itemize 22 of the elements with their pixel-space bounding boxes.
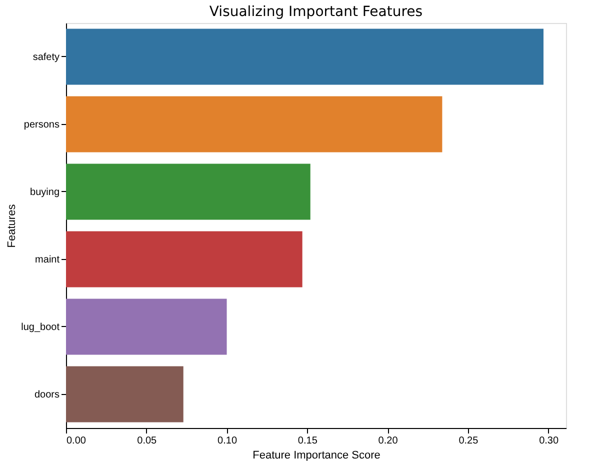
- bar: [66, 231, 302, 288]
- y-tick-label: persons: [24, 119, 60, 130]
- y-tick-label: doors: [34, 389, 60, 400]
- bar: [66, 96, 442, 152]
- y-axis-title: Features: [6, 204, 18, 248]
- x-tick-label: 0.20: [378, 436, 398, 446]
- y-tick-label: maint: [35, 254, 60, 266]
- x-axis-title: Feature Importance Score: [252, 450, 380, 461]
- bar: [66, 28, 544, 85]
- bar: [66, 298, 227, 355]
- chart-title: Visualizing Important Features: [209, 4, 423, 20]
- bar: [66, 366, 184, 422]
- bar: [66, 164, 310, 220]
- x-tick-label: 0.00: [66, 436, 86, 446]
- y-tick-label: safety: [32, 52, 60, 63]
- x-tick-label: 0.10: [218, 436, 238, 446]
- y-tick-label: lug_boot: [21, 322, 60, 333]
- x-tick-label: 0.25: [458, 436, 479, 446]
- x-tick-label: 0.30: [539, 436, 559, 446]
- y-tick-label: buying: [30, 186, 60, 198]
- x-tick-label: 0.15: [298, 436, 318, 446]
- x-tick-label: 0.05: [137, 436, 158, 446]
